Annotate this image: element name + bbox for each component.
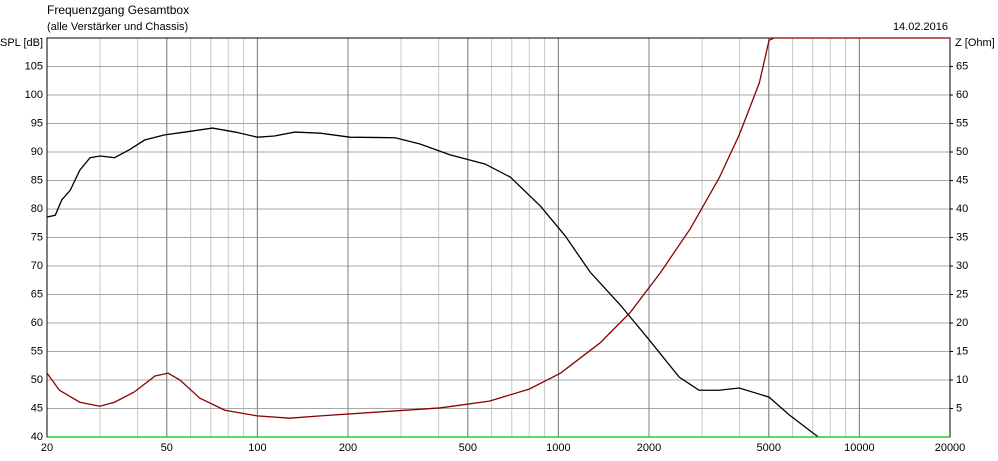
x-tick-label: 100	[248, 442, 266, 454]
y-tick-label: 45	[31, 402, 43, 414]
x-tick-label: 20000	[935, 442, 966, 454]
y-tick-label: 75	[31, 231, 43, 243]
x-tick-label: 50	[161, 442, 173, 454]
y-tick-label: 60	[31, 317, 43, 329]
y2-tick-label: 50	[956, 146, 968, 158]
series-line	[46, 127, 819, 438]
y-tick-label: 85	[31, 174, 43, 186]
y-tick-label: 70	[31, 260, 43, 272]
y2-tick-label: 5	[956, 402, 962, 414]
chart-subtitle: (alle Verstärker und Chassis)	[47, 21, 188, 33]
x-tick-label: 2000	[637, 442, 661, 454]
y-tick-label: 65	[31, 288, 43, 300]
y2-axis-title: Z [Ohm]	[955, 37, 995, 49]
x-tick-label: 1000	[546, 442, 570, 454]
x-tick-label: 200	[339, 442, 357, 454]
y2-tick-label: 55	[956, 117, 968, 129]
y-tick-label: 55	[31, 345, 43, 357]
x-tick-label: 10000	[844, 442, 875, 454]
y2-tick-label: 10	[956, 374, 968, 386]
chart-title: Frequenzgang Gesamtbox	[47, 3, 189, 17]
y2-tick-label: 25	[956, 288, 968, 300]
y-tick-label: 80	[31, 203, 43, 215]
y2-tick-label: 30	[956, 260, 968, 272]
y2-tick-label: 35	[956, 231, 968, 243]
chart-date: 14.02.2016	[893, 21, 948, 33]
x-tick-label: 20	[41, 442, 53, 454]
y2-tick-label: 15	[956, 345, 968, 357]
y-tick-label: 90	[31, 146, 43, 158]
y2-tick-label: 40	[956, 203, 968, 215]
y-tick-label: 105	[25, 60, 43, 72]
y2-tick-label: 60	[956, 89, 968, 101]
y-tick-label: 40	[31, 431, 43, 443]
x-tick-label: 500	[459, 442, 477, 454]
y-tick-label: 50	[31, 374, 43, 386]
y-tick-label: 100	[25, 89, 43, 101]
y2-tick-label: 65	[956, 60, 968, 72]
x-tick-label: 5000	[757, 442, 781, 454]
y2-tick-label: 20	[956, 317, 968, 329]
y-axis-title: SPL [dB]	[0, 37, 43, 49]
y2-tick-label: 45	[956, 174, 968, 186]
y-tick-label: 95	[31, 117, 43, 129]
series-line	[46, 37, 950, 419]
